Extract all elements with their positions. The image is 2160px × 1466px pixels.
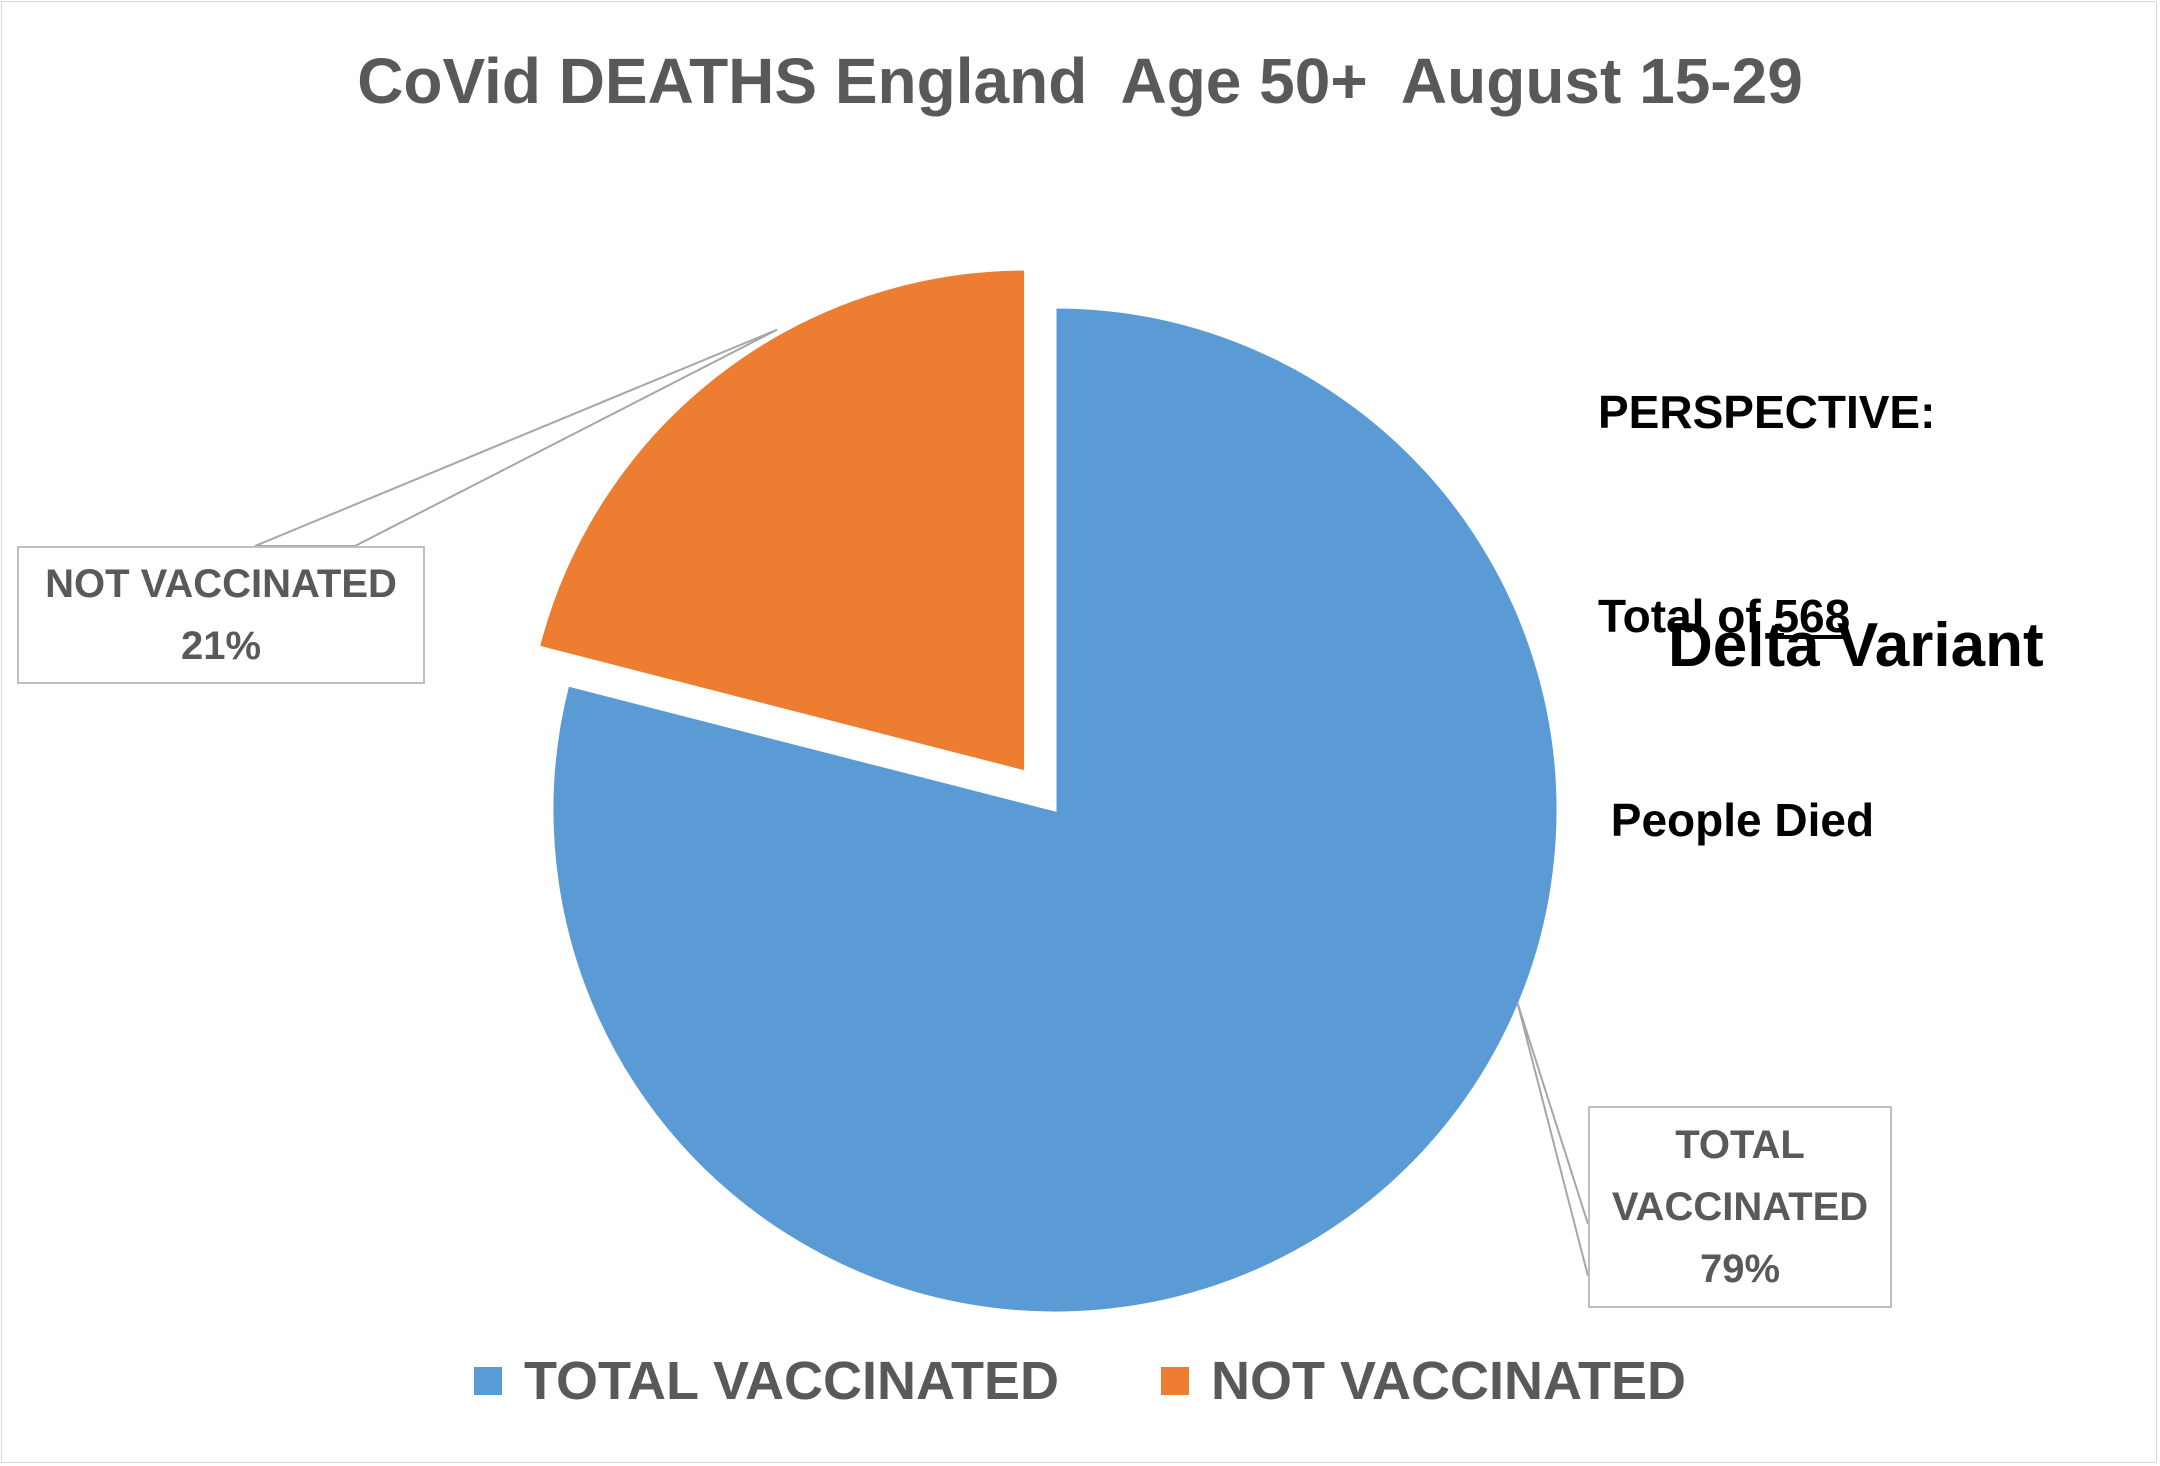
data-label-not-vaccinated: NOT VACCINATED 21% [17,546,425,684]
data-label-total-vaccinated: TOTAL VACCINATED 79% [1588,1106,1892,1308]
perspective-prefix: Total of [1598,590,1774,642]
legend-item-not-vaccinated: NOT VACCINATED [1161,1350,1686,1412]
variant-note: Delta Variant [1668,611,2044,680]
data-label-category: TOTAL VACCINATED [1611,1123,1869,1229]
perspective-number: 568 [1773,590,1851,642]
data-label-percent: 21% [180,624,262,668]
data-label-percent: 79% [1699,1247,1781,1291]
legend-label: NOT VACCINATED [1211,1351,1686,1411]
legend-swatch-total-vaccinated [474,1367,502,1395]
legend-item-total-vaccinated: TOTAL VACCINATED [474,1350,1059,1412]
legend: TOTAL VACCINATED NOT VACCINATED [0,1350,2160,1412]
chart-title: CoVid DEATHS England Age 50+ August 15-2… [357,45,1803,117]
perspective-heading: PERSPECTIVE: [1598,386,1936,438]
perspective-total-line: Total of 568 [1598,582,1935,650]
leader-line-total-vaccinated [1516,1002,1589,1277]
data-label-category: NOT VACCINATED [45,562,397,606]
perspective-note: PERSPECTIVE: Total of 568 People Died [1598,242,1935,922]
pie-slice-total-vaccinated [550,305,1560,1315]
legend-label: TOTAL VACCINATED [524,1351,1059,1411]
perspective-suffix: People Died [1598,794,1875,846]
pie-slice-not-vaccinated [536,267,1028,775]
legend-swatch-not-vaccinated [1161,1367,1189,1395]
